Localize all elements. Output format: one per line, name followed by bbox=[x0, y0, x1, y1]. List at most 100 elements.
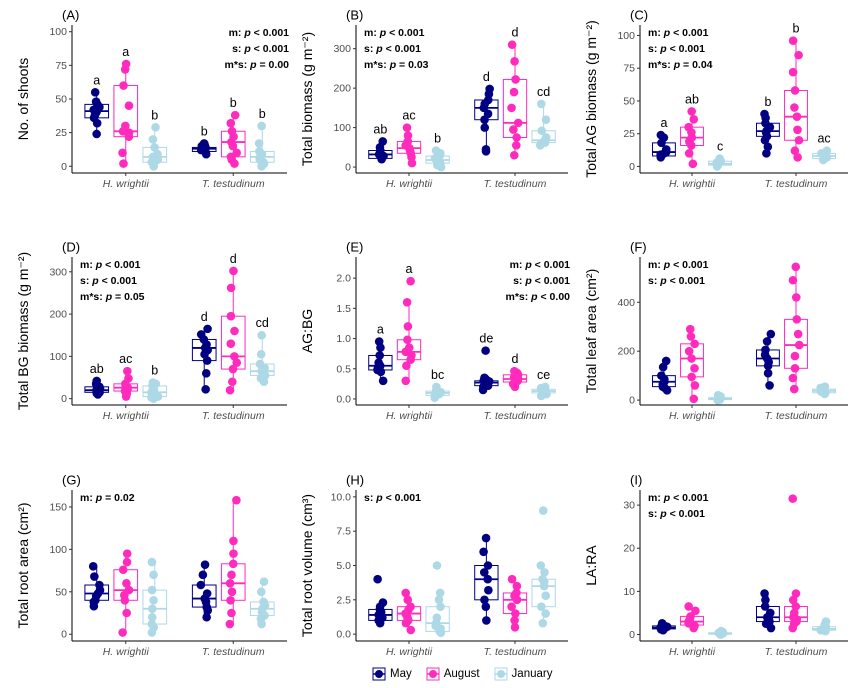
data-point bbox=[119, 81, 128, 90]
y-tick-label: 0.5 bbox=[336, 363, 351, 375]
y-tick-label: 100 bbox=[49, 544, 67, 556]
data-point bbox=[507, 40, 517, 50]
data-point bbox=[147, 619, 157, 629]
data-point bbox=[761, 345, 770, 355]
data-point bbox=[226, 595, 235, 605]
data-point bbox=[689, 394, 699, 404]
data-point bbox=[378, 137, 388, 146]
legend-key-january bbox=[494, 667, 508, 681]
y-tick-label: 0 bbox=[61, 629, 67, 641]
panel-label: (C) bbox=[630, 8, 648, 23]
data-point bbox=[151, 122, 160, 132]
data-point bbox=[760, 589, 769, 598]
data-point bbox=[406, 625, 416, 635]
legend-key-may bbox=[372, 667, 386, 681]
data-point bbox=[147, 557, 157, 567]
y-tick-label: 50 bbox=[623, 95, 635, 107]
x-tick-label: T. testudinum bbox=[484, 410, 547, 422]
y-axis-label: Total AG biomass (g m⁻²) bbox=[583, 20, 599, 178]
data-point bbox=[122, 557, 132, 567]
significance-letter: de bbox=[479, 332, 493, 346]
data-point bbox=[200, 560, 210, 569]
data-point bbox=[509, 150, 519, 160]
stats-line: s: p < 0.001 bbox=[364, 43, 421, 55]
data-point bbox=[507, 103, 516, 113]
data-point bbox=[147, 585, 157, 595]
data-point bbox=[432, 382, 441, 392]
legend-item-january: January bbox=[494, 667, 553, 681]
y-tick-label: 0 bbox=[629, 395, 635, 407]
data-point bbox=[790, 146, 800, 156]
stats-line: m: p < 0.001 bbox=[648, 492, 709, 504]
data-point bbox=[378, 376, 388, 386]
data-point bbox=[512, 588, 521, 598]
data-point bbox=[225, 385, 235, 395]
data-point bbox=[124, 374, 133, 383]
data-point bbox=[119, 159, 128, 168]
data-point bbox=[684, 122, 693, 132]
data-point bbox=[690, 381, 700, 390]
data-point bbox=[373, 574, 382, 584]
y-axis-label: Total biomass (g m⁻²) bbox=[299, 32, 315, 166]
data-point bbox=[788, 373, 798, 383]
data-point bbox=[536, 561, 546, 570]
stats-line: m*s: p = 0.03 bbox=[364, 59, 429, 71]
data-point bbox=[485, 84, 494, 94]
data-point bbox=[762, 337, 772, 346]
data-point bbox=[482, 616, 491, 625]
data-point bbox=[229, 266, 238, 276]
data-point bbox=[762, 149, 771, 158]
y-tick-label: 1.0 bbox=[336, 333, 351, 345]
stats-line: s: p < 0.001 bbox=[232, 43, 289, 55]
data-point bbox=[509, 87, 519, 97]
y-tick-label: 20 bbox=[623, 543, 635, 555]
data-point bbox=[541, 115, 551, 125]
legend-key-point bbox=[496, 670, 505, 678]
y-tick-label: 0 bbox=[629, 161, 635, 173]
y-tick-label: 50 bbox=[55, 94, 67, 106]
data-point bbox=[791, 262, 801, 272]
data-point bbox=[791, 293, 801, 302]
panel-0: (A) 0 25 50 75 100 No. of shoots H. wrightii T. … bbox=[15, 8, 289, 190]
data-point bbox=[118, 148, 127, 158]
significance-letter: cd bbox=[537, 85, 550, 99]
significance-letter: c bbox=[717, 140, 723, 154]
data-point bbox=[687, 354, 696, 363]
data-point bbox=[198, 570, 208, 580]
x-tick-label: H. wrightii bbox=[103, 410, 150, 422]
y-tick-label: 0 bbox=[61, 161, 67, 173]
significance-letter: b bbox=[259, 107, 266, 121]
data-point bbox=[684, 346, 694, 356]
data-point bbox=[402, 123, 412, 132]
data-point bbox=[431, 146, 441, 155]
stats-line: m: p < 0.001 bbox=[648, 259, 709, 271]
y-tick-label: 2.0 bbox=[336, 273, 351, 285]
data-point bbox=[480, 595, 489, 605]
data-point bbox=[510, 366, 519, 376]
data-point bbox=[196, 330, 206, 339]
significance-letter: ab bbox=[90, 362, 104, 376]
data-point bbox=[121, 59, 131, 69]
data-point bbox=[227, 587, 237, 597]
data-point bbox=[201, 368, 211, 378]
y-tick-label: 0.0 bbox=[336, 393, 351, 405]
legend-label-january: January bbox=[511, 668, 553, 680]
data-point bbox=[541, 609, 550, 618]
data-point bbox=[147, 612, 157, 622]
stats-line: m: p < 0.001 bbox=[364, 27, 425, 39]
panel-5: (F) 0 200 400 Total leaf area (cm²) H. wright… bbox=[583, 240, 848, 422]
data-point bbox=[509, 125, 518, 134]
significance-letter: d bbox=[512, 352, 519, 366]
data-point bbox=[123, 366, 132, 376]
legend-key-glyph bbox=[494, 667, 508, 681]
data-point bbox=[512, 581, 522, 591]
data-point bbox=[229, 536, 238, 546]
y-tick-label: 150 bbox=[49, 501, 67, 513]
significance-letter: ac bbox=[817, 132, 830, 146]
y-tick-label: 300 bbox=[333, 43, 351, 55]
panel-2: (C) 0 25 50 75 100 Total AG biomass (g m⁻²) H. … bbox=[583, 8, 848, 190]
data-point bbox=[760, 602, 770, 611]
stats-line: s: p < 0.001 bbox=[80, 275, 137, 287]
data-point bbox=[226, 311, 236, 321]
data-point bbox=[434, 595, 444, 605]
